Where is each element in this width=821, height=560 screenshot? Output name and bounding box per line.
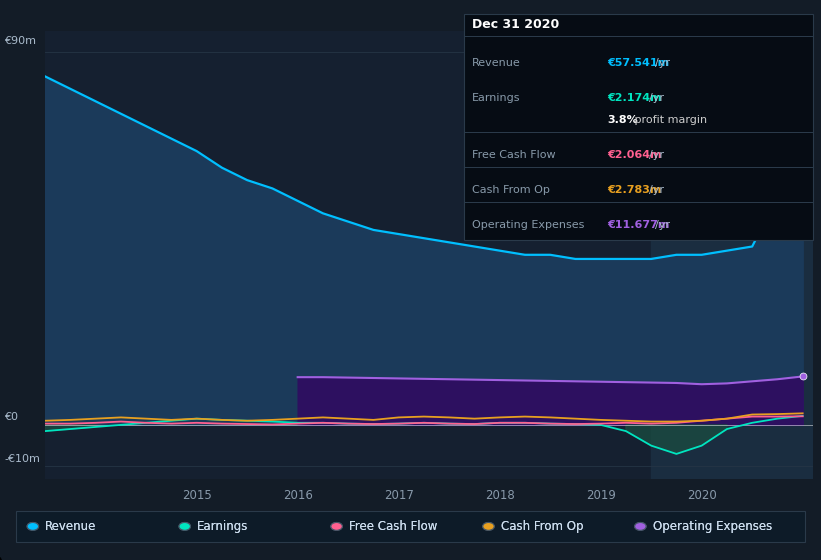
Text: €11.677m: €11.677m — [608, 220, 670, 230]
Text: €2.783m: €2.783m — [608, 185, 662, 195]
Text: profit margin: profit margin — [631, 115, 708, 125]
Text: €2.174m: €2.174m — [608, 92, 663, 102]
Text: €90m: €90m — [4, 36, 36, 46]
Text: Cash From Op: Cash From Op — [501, 520, 583, 533]
Text: €0: €0 — [4, 412, 18, 422]
Text: Revenue: Revenue — [45, 520, 97, 533]
Text: /yr: /yr — [655, 58, 670, 68]
Text: Cash From Op: Cash From Op — [472, 185, 550, 195]
Text: 3.8%: 3.8% — [608, 115, 638, 125]
Text: Earnings: Earnings — [472, 92, 521, 102]
Text: Earnings: Earnings — [197, 520, 249, 533]
Text: Free Cash Flow: Free Cash Flow — [349, 520, 438, 533]
Text: Revenue: Revenue — [45, 520, 97, 533]
Text: Dec 31 2020: Dec 31 2020 — [472, 17, 559, 31]
Text: €2.064m: €2.064m — [608, 150, 663, 160]
Text: /yr: /yr — [649, 185, 664, 195]
Text: Revenue: Revenue — [472, 58, 521, 68]
Text: /yr: /yr — [655, 220, 670, 230]
Text: Cash From Op: Cash From Op — [501, 520, 583, 533]
Text: /yr: /yr — [649, 150, 664, 160]
Text: /yr: /yr — [649, 92, 664, 102]
Bar — [651, 31, 813, 479]
Text: Free Cash Flow: Free Cash Flow — [472, 150, 556, 160]
Text: Operating Expenses: Operating Expenses — [653, 520, 772, 533]
Text: -€10m: -€10m — [4, 454, 40, 464]
Text: Operating Expenses: Operating Expenses — [653, 520, 772, 533]
Text: Operating Expenses: Operating Expenses — [472, 220, 585, 230]
Text: €57.541m: €57.541m — [608, 58, 670, 68]
Text: Free Cash Flow: Free Cash Flow — [349, 520, 438, 533]
Text: Earnings: Earnings — [197, 520, 249, 533]
